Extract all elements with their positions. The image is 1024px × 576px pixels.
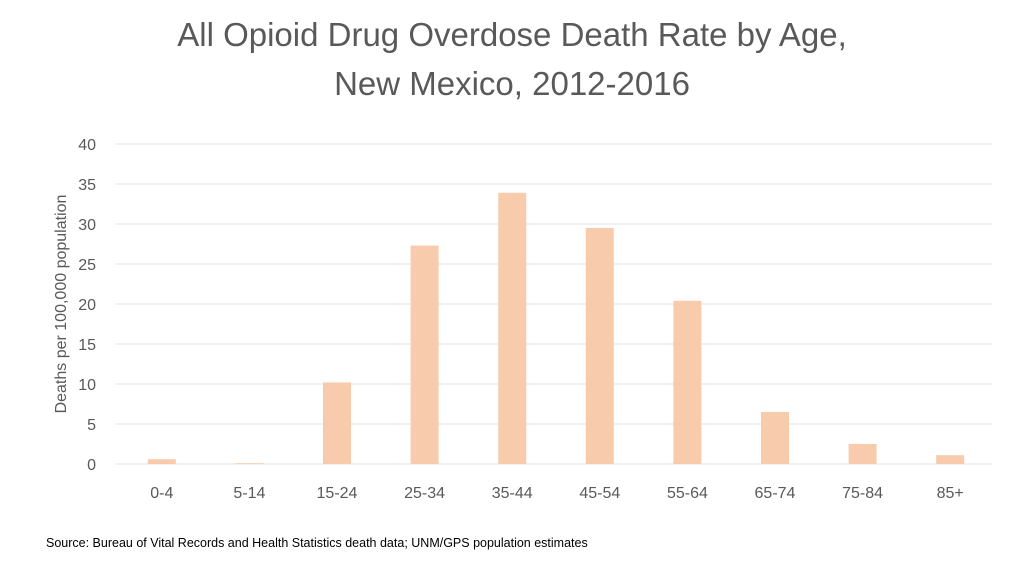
- x-tick-label: 45-54: [579, 485, 620, 502]
- x-tick-label: 55-64: [667, 485, 708, 502]
- bar-65-74: [761, 412, 789, 464]
- y-axis-ticks: 0 5 10 15 20 25 30 35 40: [78, 137, 96, 474]
- bar-55-64: [673, 300, 702, 464]
- y-tick-label: 40: [78, 137, 96, 154]
- x-tick-label: 5-14: [233, 485, 265, 502]
- chart-title: All Opioid Drug Overdose Death Rate by A…: [0, 10, 1024, 108]
- gridlines: [116, 143, 992, 465]
- y-tick-label: 5: [87, 417, 96, 434]
- y-tick-label: 0: [87, 457, 96, 474]
- x-tick-label: 35-44: [492, 485, 533, 502]
- bar-25-34: [410, 245, 439, 464]
- bar-15-24: [323, 382, 351, 464]
- x-tick-label: 75-84: [842, 485, 883, 502]
- y-tick-label: 30: [78, 217, 96, 234]
- bar-5-14: [235, 463, 264, 464]
- y-tick-label: 20: [78, 297, 96, 314]
- x-axis-ticks: 0-4 5-14 15-24 25-34 35-44 45-54 55-64 65-74 75-…: [150, 485, 964, 502]
- x-tick-label: 0-4: [150, 485, 173, 502]
- chart-title-line-2: New Mexico, 2012-2016: [334, 65, 690, 102]
- x-tick-label: 65-74: [755, 485, 796, 502]
- source-note: Source: Bureau of Vital Records and Heal…: [46, 536, 588, 550]
- bar-45-54: [585, 228, 614, 464]
- y-tick-label: 10: [78, 377, 96, 394]
- bars: [147, 192, 965, 465]
- y-tick-label: 35: [78, 177, 96, 194]
- bar-75-84: [848, 444, 877, 464]
- x-tick-label: 85+: [937, 485, 964, 502]
- x-tick-label: 15-24: [317, 485, 358, 502]
- bar-0-4: [147, 459, 176, 464]
- chart-title-line-1: All Opioid Drug Overdose Death Rate by A…: [177, 16, 847, 53]
- y-axis-label: Deaths per 100,000 population: [53, 195, 70, 414]
- y-tick-label: 15: [78, 337, 96, 354]
- bar-85+: [936, 455, 965, 464]
- bar-35-44: [498, 192, 527, 465]
- y-tick-label: 25: [78, 257, 96, 274]
- x-tick-label: 25-34: [404, 485, 445, 502]
